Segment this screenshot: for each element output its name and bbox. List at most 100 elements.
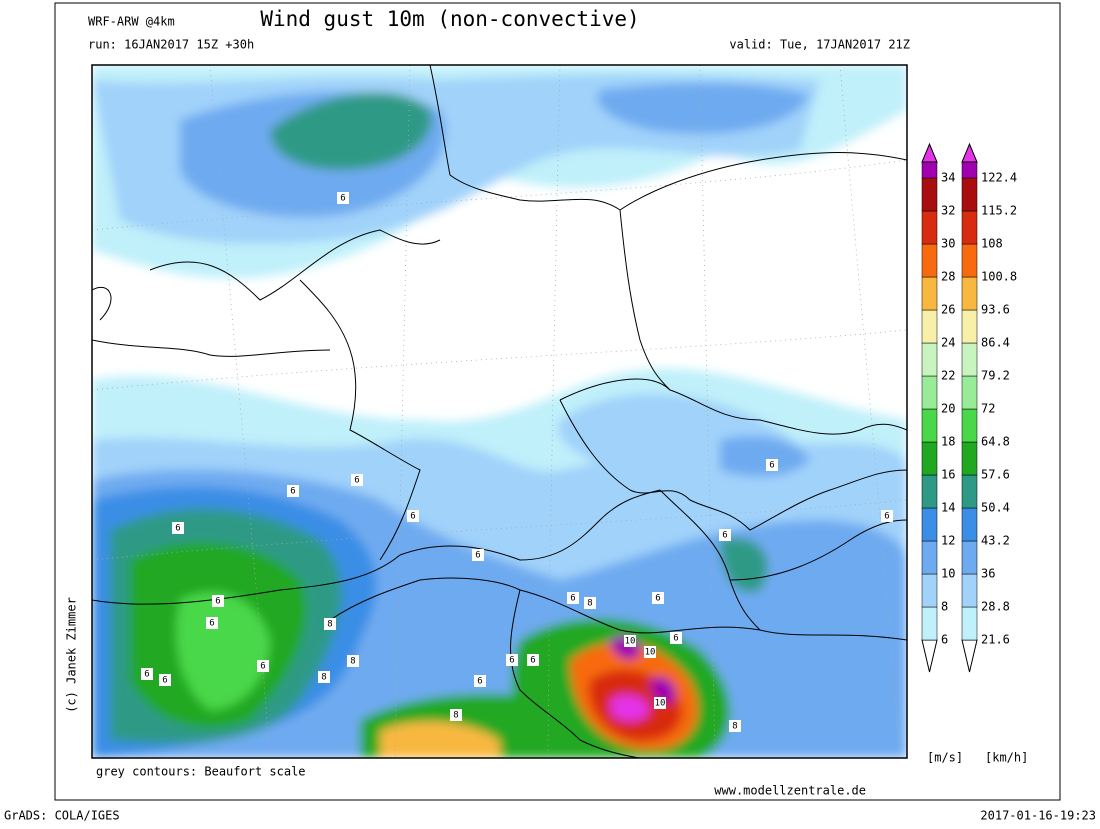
legend-label: 93.6: [981, 303, 1010, 317]
contour-label-bg: [474, 675, 486, 687]
contour-labels: 6 6 6 6 6 6 6 6 6 6 6 6 6 6 6 8 8 6 6 6 6 6 8 8 10 10 10 8 8: [141, 192, 893, 732]
legend-swatch: [921, 606, 938, 641]
legend-swatch: [961, 161, 978, 179]
legend-swatch: [961, 606, 978, 641]
legend-swatch: [921, 507, 938, 542]
legend-label: 64.8: [981, 435, 1010, 449]
legend-label: 57.6: [981, 468, 1010, 482]
legend-label: 108: [981, 237, 1003, 251]
legend-label: 122.4: [981, 171, 1017, 185]
legend-label: 26: [941, 303, 955, 317]
legend-swatch: [961, 276, 978, 311]
legend-label: 6: [941, 633, 948, 647]
legend-swatch: [961, 441, 978, 476]
contour-label: 6: [884, 512, 889, 522]
legend-label: 100.8: [981, 270, 1017, 284]
legend-swatch: [961, 573, 978, 608]
legend-label: 14: [941, 501, 955, 515]
contour-label: 6: [175, 524, 180, 534]
contour-label: 6: [215, 597, 220, 607]
contour-label: 6: [570, 594, 575, 604]
contour-label-bg: [324, 618, 336, 630]
title: Wind gust 10m (non-convective): [260, 7, 639, 31]
contour-label: 8: [587, 599, 592, 609]
footer-right: 2017-01-16-19:23: [980, 809, 1096, 823]
contour-label: 6: [162, 676, 167, 686]
contour-note: grey contours: Beaufort scale: [96, 765, 306, 779]
contour-label: 6: [673, 634, 678, 644]
contour-label-bg: [347, 655, 359, 667]
legend-swatch: [961, 309, 978, 344]
legend-label: 20: [941, 402, 955, 416]
legend-label: 12: [941, 534, 955, 548]
legend-label: 28.8: [981, 600, 1010, 614]
legend-swatch: [921, 243, 938, 278]
legend-swatch: [961, 342, 978, 377]
contour-label: 6: [290, 487, 295, 497]
legend: 6 8 10 12 14 16 18 20 22 24 26 28 30 32 34 21.6 28.8 36 43…: [921, 142, 1017, 673]
contour-label-bg: [527, 654, 539, 666]
map-border: [91, 64, 908, 759]
legend-label: 28: [941, 270, 955, 284]
legend-label: 115.2: [981, 204, 1017, 218]
legend-tip: [921, 142, 938, 163]
contour-label: 6: [354, 476, 359, 486]
contour-label: 8: [350, 657, 355, 667]
contour-label-bg: [624, 635, 636, 647]
legend-swatch: [921, 408, 938, 443]
contour-label-bg: [567, 592, 579, 604]
borders: [92, 65, 907, 758]
contour-label-bg: [729, 720, 741, 732]
legend-swatch: [921, 474, 938, 509]
contour-label-bg: [881, 510, 893, 522]
contour-label: 6: [509, 656, 514, 666]
contour-label-bg: [206, 617, 218, 629]
legend-label: 18: [941, 435, 955, 449]
contour-label: 6: [260, 662, 265, 672]
legend-label: 21.6: [981, 633, 1010, 647]
model-name: WRF-ARW @4km: [88, 15, 175, 29]
legend-swatch: [921, 573, 938, 608]
legend-label: 16: [941, 468, 955, 482]
run-info: run: 16JAN2017 15Z +30h: [88, 38, 254, 52]
legend-label: 32: [941, 204, 955, 218]
contour-label: 10: [625, 637, 636, 647]
unit-ms: [m/s]: [927, 751, 963, 765]
contour-label: 6: [722, 531, 727, 541]
contour-label-bg: [141, 668, 153, 680]
contour-label-bg: [584, 597, 596, 609]
legend-swatch: [961, 210, 978, 245]
contour-label: 6: [340, 194, 345, 204]
contour-label: 10: [645, 648, 656, 658]
contour-label-bg: [644, 646, 656, 658]
legend-swatch: [961, 540, 978, 575]
contour-label-bg: [337, 192, 349, 204]
credit: (c) Janek Zimmer: [65, 597, 79, 713]
legend-swatch: [921, 276, 938, 311]
legend-label: 43.2: [981, 534, 1010, 548]
contour-label-bg: [172, 522, 184, 534]
footer-left: GrADS: COLA/IGES: [4, 809, 120, 823]
legend-swatch: [921, 375, 938, 410]
contour-label: 6: [209, 619, 214, 629]
legend-swatch: [961, 243, 978, 278]
contour-label-bg: [670, 632, 682, 644]
legend-swatch: [961, 375, 978, 410]
legend-swatch: [921, 342, 938, 377]
legend-swatch: [961, 177, 978, 212]
legend-swatch: [961, 408, 978, 443]
legend-swatch: [921, 309, 938, 344]
contour-label: 8: [327, 620, 332, 630]
legend-swatch: [961, 474, 978, 509]
contour-label: 6: [144, 670, 149, 680]
contour-label-bg: [654, 697, 666, 709]
contour-label-bg: [766, 459, 778, 471]
contour-label: 10: [655, 699, 666, 709]
legend-label: 24: [941, 336, 955, 350]
legend-label: 22: [941, 369, 955, 383]
contour-label: 6: [475, 551, 480, 561]
contour-label: 8: [732, 722, 737, 732]
legend-swatch: [961, 507, 978, 542]
legend-swatch: [921, 540, 938, 575]
contour-label: 6: [769, 461, 774, 471]
